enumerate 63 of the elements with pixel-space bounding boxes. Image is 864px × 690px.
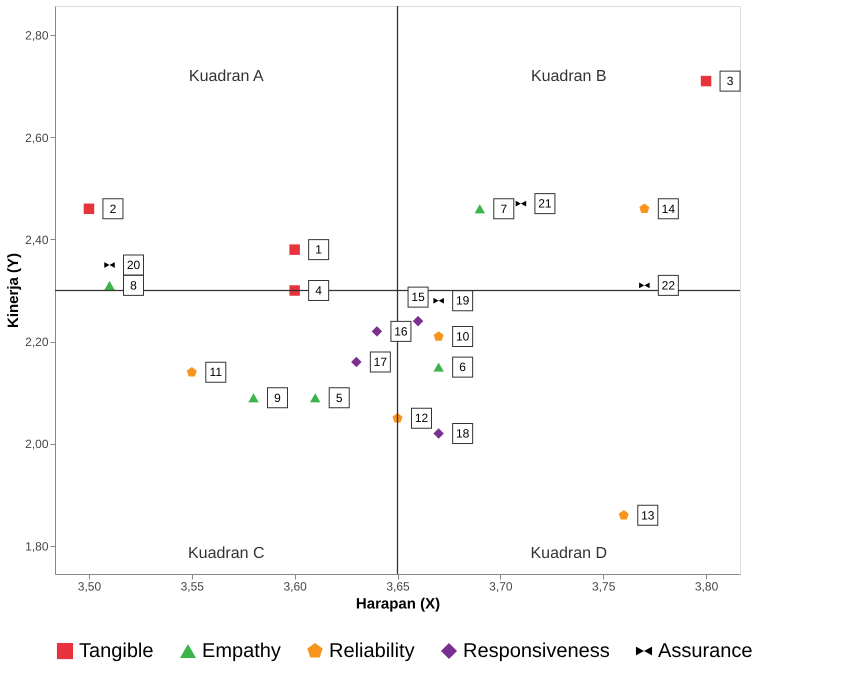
y-tick-label: 2,20 xyxy=(25,335,49,350)
x-tick-label: 3,70 xyxy=(489,580,513,594)
annotation: 14 xyxy=(662,202,676,216)
point xyxy=(433,428,444,439)
annotation: 15 xyxy=(411,290,426,304)
point xyxy=(186,366,197,376)
annotation: 7 xyxy=(500,202,508,216)
y-tick-label: 2,00 xyxy=(25,437,49,452)
point xyxy=(104,280,115,290)
x-tick-label: 3,60 xyxy=(283,580,308,594)
annotation: 22 xyxy=(662,278,676,292)
point xyxy=(639,204,650,214)
annotation: Kuadran B xyxy=(530,68,607,85)
y-axis-title: Kinerja (Y) xyxy=(5,252,22,328)
legend-label: Empathy xyxy=(202,640,281,662)
legend-label: Assurance xyxy=(658,640,752,662)
annotation: 12 xyxy=(414,411,428,426)
point xyxy=(310,393,320,402)
annotation: 2 xyxy=(110,202,117,216)
point xyxy=(618,510,629,520)
x-tick-label: 3,65 xyxy=(386,580,410,594)
y-tick-label: 2,40 xyxy=(25,232,49,247)
annotation: 18 xyxy=(456,426,470,441)
point xyxy=(412,316,424,326)
annotation: 21 xyxy=(538,196,552,211)
x-tick-label: 3,50 xyxy=(78,580,102,594)
annotation: 11 xyxy=(210,365,222,380)
annotation: 3 xyxy=(726,74,734,88)
point xyxy=(289,285,300,296)
point xyxy=(351,356,362,368)
annotation: 20 xyxy=(126,258,141,272)
point xyxy=(372,326,382,337)
y-tick-label: 2,60 xyxy=(25,130,49,145)
x-tick-label: 3,80 xyxy=(694,580,719,594)
legend-label: Responsiveness xyxy=(463,640,610,662)
x-tick-label: 3,55 xyxy=(180,580,204,594)
x-tick-label: 3,75 xyxy=(592,580,616,594)
annotation: 1 xyxy=(315,242,322,257)
annotation: 13 xyxy=(641,508,655,522)
legend-label: Tangible xyxy=(79,640,154,662)
y-tick-label: 1,80 xyxy=(25,539,49,554)
annotation: 4 xyxy=(315,284,322,298)
point xyxy=(434,331,444,341)
x-axis-title: Harapan (X) xyxy=(356,596,440,612)
annotation: 8 xyxy=(130,278,138,292)
annotation: 19 xyxy=(456,294,470,308)
point xyxy=(289,244,300,255)
annotation: Kuadran C xyxy=(188,545,264,562)
point xyxy=(248,393,259,402)
annotation: 16 xyxy=(394,324,408,338)
legend-label: Reliability xyxy=(329,640,415,662)
annotation: 5 xyxy=(336,390,343,405)
annotation: Kuadran D xyxy=(530,545,607,562)
y-tick-label: 2,80 xyxy=(25,28,49,43)
point xyxy=(84,204,94,214)
annotation: 6 xyxy=(459,360,466,374)
annotation: 17 xyxy=(374,355,388,370)
point xyxy=(433,362,444,372)
annotation: Kuadran A xyxy=(188,68,264,85)
point xyxy=(474,204,486,214)
annotation: 10 xyxy=(456,329,470,344)
annotation: 9 xyxy=(274,390,282,405)
point xyxy=(700,76,712,86)
